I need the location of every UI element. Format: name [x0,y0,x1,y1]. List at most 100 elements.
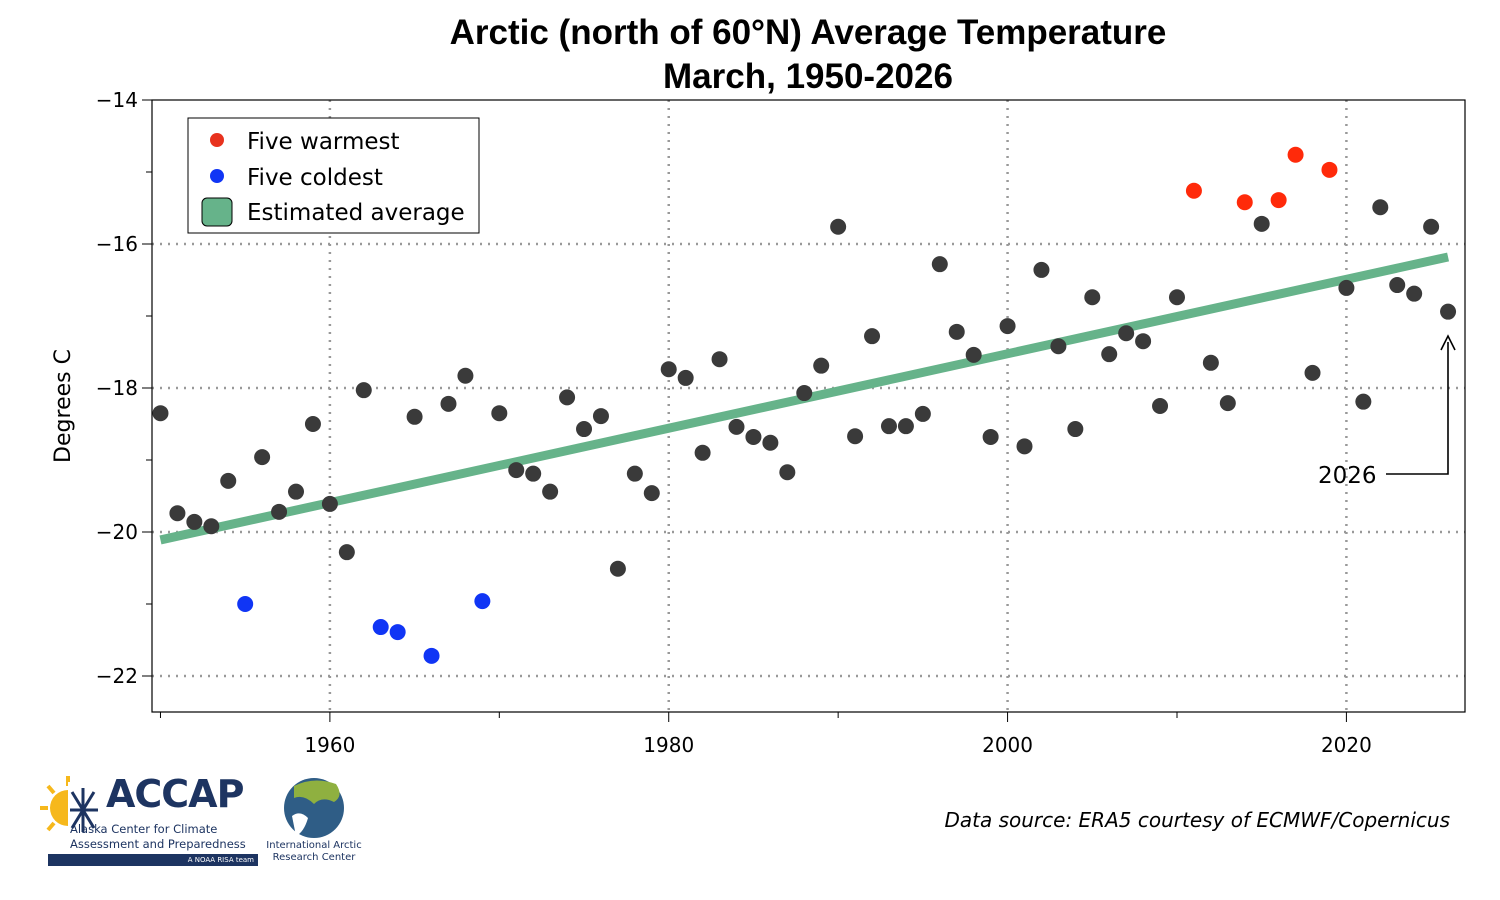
legend-coldest-marker [210,169,224,183]
data-point [1423,218,1440,235]
data-point-coldest [372,619,389,636]
data-point [728,418,745,435]
globe-icon [284,778,344,838]
accap-tagline: A NOAA RISA team [48,854,258,866]
data-point [762,434,779,451]
plot-frame [151,99,1466,713]
data-point [864,328,881,345]
data-point [457,367,474,384]
data-point [1202,354,1219,371]
accap-line2: Assessment and Preparedness [70,837,246,851]
data-source-note: Data source: ERA5 courtesy of ECMWF/Cope… [944,808,1450,832]
data-point [220,472,237,489]
data-point [914,405,931,422]
data-point-coldest [237,596,254,612]
data-point [1050,338,1067,355]
axis-ticks: 1960 1980 2000 2020 −14 −16 −18 −20 −22 [96,88,1372,757]
data-point [1219,395,1236,412]
data-point [847,428,864,445]
data-point [1372,199,1389,216]
data-point [626,465,643,482]
y-tick-label: −18 [96,376,138,400]
data-point [338,544,355,561]
data-point [813,357,830,374]
data-point [186,513,203,530]
data-point [254,449,271,466]
data-point [355,382,372,399]
data-point [931,256,948,273]
data-point-warmest [1236,194,1253,211]
data-point [152,405,169,422]
data-point [677,369,694,386]
data-point [1135,333,1152,350]
data-point [440,395,457,412]
data-point-warmest [1270,192,1287,209]
chart-title: Arctic (north of 60°N) Average Temperatu… [450,13,1167,52]
data-point [1152,398,1169,414]
data-point [948,323,965,340]
sun-snowflake-icon [40,776,104,842]
legend: Five warmest Five coldest Estimated aver… [187,117,480,234]
y-tick-label: −14 [96,88,138,112]
data-point [1016,438,1033,455]
iarc-line2: Research Center [272,852,356,863]
data-point [796,385,813,402]
arrow-head-icon [1440,334,1456,351]
data-point [576,421,593,438]
data-points [152,146,1457,664]
y-tick-label: −20 [96,520,138,544]
data-point [508,462,525,479]
data-point [491,405,508,422]
legend-coldest-label: Five coldest [247,165,383,191]
data-point [779,464,796,481]
data-point [271,503,288,520]
data-point [525,465,542,482]
iarc-logo: International Arctic Research Center [264,776,364,868]
data-point [1067,421,1084,438]
data-point [406,408,423,425]
data-point [304,416,321,432]
data-point [1084,289,1101,306]
data-point-coldest [474,593,491,610]
x-tick-label: 1980 [643,733,694,757]
legend-box [187,117,480,234]
legend-average-label: Estimated average [247,200,465,226]
data-point [1406,285,1423,302]
legend-warmest-marker [210,133,224,147]
iarc-line1: International Arctic [266,840,362,851]
data-point [1355,393,1372,410]
annotation-2026: 2026 [1318,334,1456,489]
data-point [288,483,305,500]
data-point [609,560,626,577]
data-point [542,483,559,500]
data-point-coldest [389,624,406,641]
data-point [897,418,914,435]
data-point [643,485,660,502]
data-point [203,518,220,535]
data-point [1101,346,1118,363]
data-point [694,444,711,461]
accap-line1: Alaska Center for Climate [70,822,218,836]
y-tick-label: −16 [96,232,138,256]
data-point-warmest [1321,161,1338,178]
data-point [982,428,999,445]
annotation-arrow-line [1386,342,1449,475]
data-point [1168,289,1185,306]
data-point-coldest [423,647,440,664]
data-point [1440,303,1457,320]
data-point [1338,279,1355,296]
data-point [660,361,677,378]
data-point [1304,364,1321,381]
data-point [169,505,186,522]
data-point [559,389,576,406]
data-point [1118,325,1135,342]
data-point-warmest [1287,146,1304,163]
data-point [321,495,338,512]
y-tick-label: −22 [96,664,138,688]
data-point [1253,215,1270,232]
x-tick-label: 1960 [304,733,355,757]
data-point [1033,261,1050,278]
data-point [999,318,1016,335]
legend-average-swatch [201,197,233,227]
